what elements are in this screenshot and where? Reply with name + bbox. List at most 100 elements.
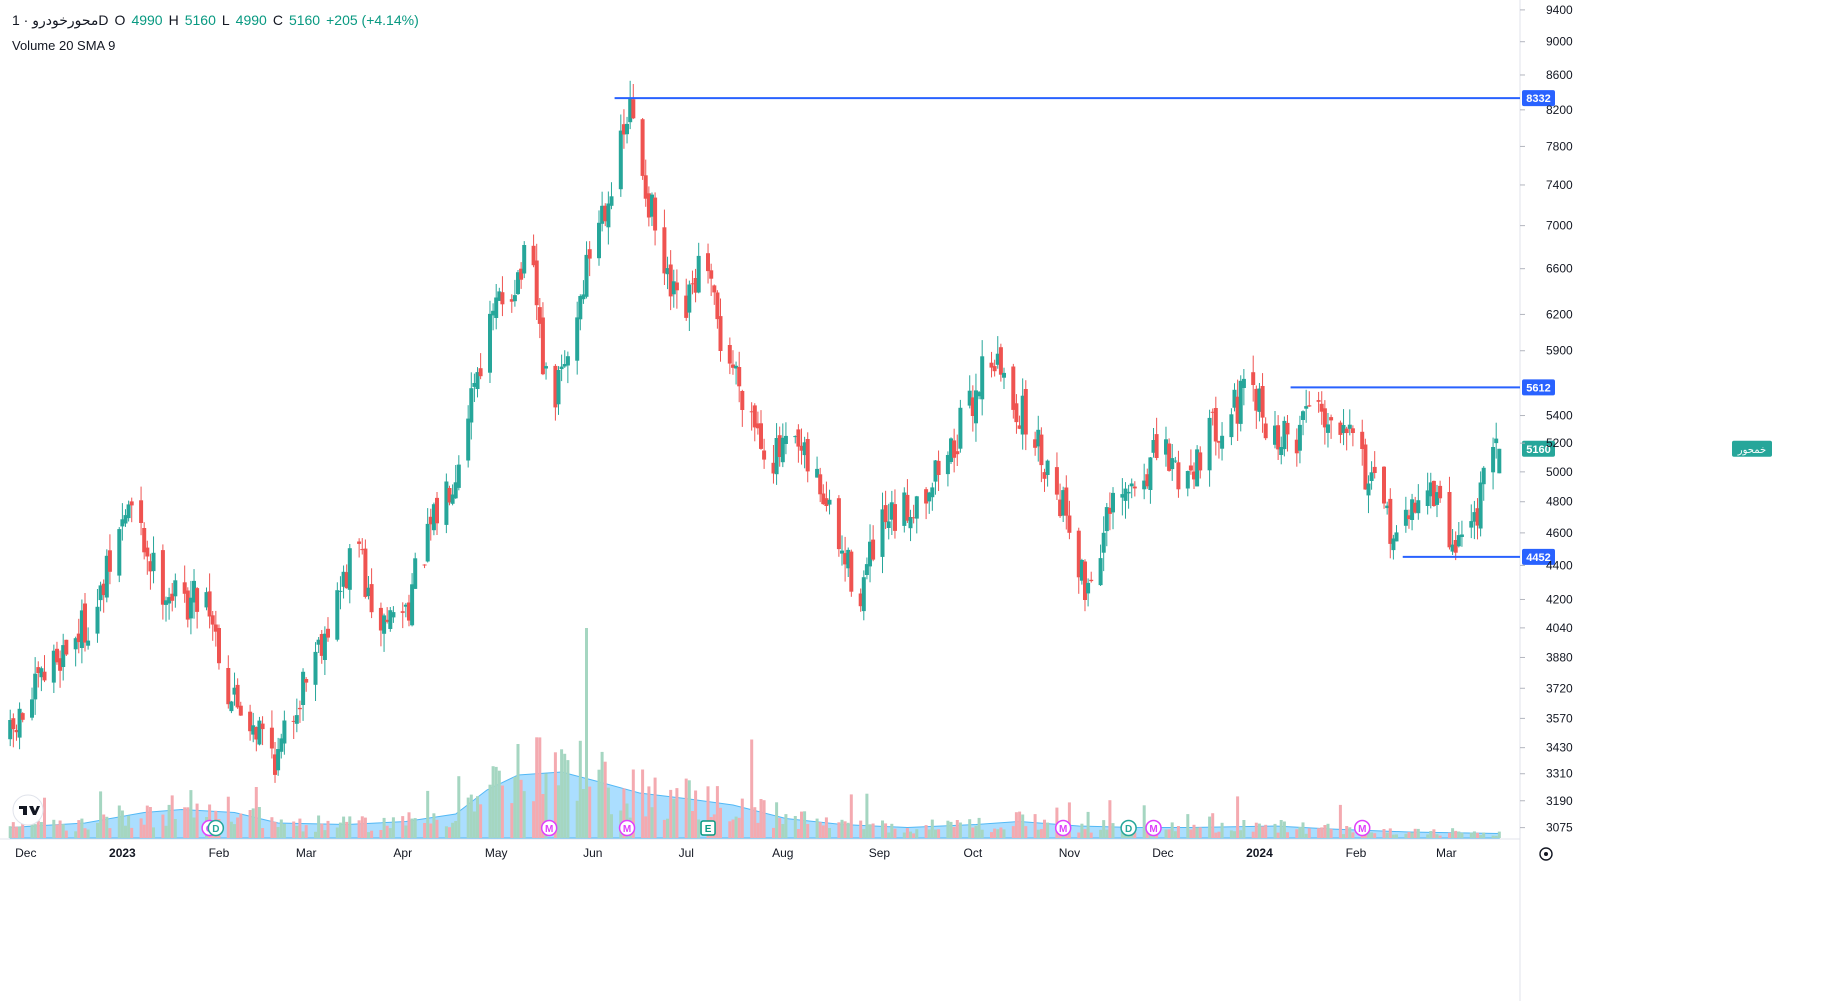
volume-bar — [818, 822, 822, 838]
volume-bar — [388, 828, 392, 838]
candle-body — [861, 577, 866, 612]
event-marker[interactable]: D — [1120, 819, 1137, 837]
event-badge — [1120, 819, 1137, 837]
volume-bar — [510, 803, 514, 838]
candle-body — [413, 558, 418, 589]
price-tick-label: 7000 — [1546, 219, 1573, 233]
candle — [238, 701, 243, 716]
candle-body — [335, 590, 340, 640]
candle — [1058, 483, 1063, 518]
candle — [1213, 396, 1218, 456]
volume-bar — [603, 761, 607, 838]
candle-body — [662, 227, 667, 274]
candle-body — [235, 684, 240, 708]
candle — [1207, 409, 1212, 487]
settings-gear-icon[interactable] — [1539, 847, 1553, 861]
candle — [363, 539, 368, 599]
volume-bar — [1186, 814, 1190, 838]
event-marker[interactable]: E — [700, 820, 716, 836]
candle-body — [1301, 411, 1305, 420]
candle — [628, 80, 633, 130]
event-letter: D — [212, 824, 219, 835]
volume-bar — [161, 814, 165, 838]
event-marker[interactable]: M — [618, 819, 636, 837]
time-tick-label: Feb — [209, 846, 230, 860]
candle — [160, 544, 165, 620]
time-axis[interactable]: Dec 2023 Feb Mar Apr May Jun Jul Aug Sep Oct Nov Dec… — [15, 846, 1553, 861]
volume-bar — [357, 820, 361, 838]
candle — [512, 279, 517, 307]
volume-bar — [544, 773, 548, 838]
price-tick-label: 4600 — [1546, 526, 1573, 540]
event-marker[interactable]: D — [207, 819, 225, 837]
low-value: 4990 — [235, 12, 267, 28]
candle-body — [453, 482, 458, 499]
candle-body — [1235, 396, 1240, 424]
candle — [1307, 391, 1312, 407]
candle-body — [1129, 483, 1134, 487]
event-marker[interactable]: M — [1054, 819, 1072, 837]
candle — [304, 677, 309, 692]
candle — [207, 573, 212, 629]
candle — [347, 544, 352, 604]
candle — [606, 191, 611, 245]
volume-bar — [1105, 829, 1109, 838]
volume-bar — [1043, 819, 1046, 838]
grid — [0, 0, 1521, 1001]
candle-body — [326, 628, 330, 638]
candle — [1145, 468, 1150, 489]
candle-body — [407, 602, 411, 621]
candle-body — [450, 494, 455, 504]
candle — [780, 423, 785, 468]
candle — [1338, 420, 1343, 444]
candle-body — [709, 270, 714, 279]
candle-body — [238, 705, 243, 716]
volume-bar — [488, 784, 492, 838]
symbol-label[interactable]: محورخودرو · 1D — [12, 11, 109, 28]
level-price-label: 4452 — [1526, 552, 1550, 564]
volume-bar — [33, 824, 37, 838]
candle-body — [322, 633, 327, 660]
volume-bar — [1039, 829, 1043, 838]
candle — [843, 536, 848, 582]
volume-bar — [1479, 835, 1483, 838]
candle — [14, 724, 19, 741]
volume-bar — [1024, 826, 1028, 838]
candle — [500, 276, 505, 317]
volume-bar — [955, 820, 959, 838]
candle — [391, 606, 396, 623]
candle — [235, 678, 240, 709]
candle-body — [967, 390, 972, 406]
candle-body — [213, 624, 218, 632]
volume-bar — [1133, 832, 1137, 838]
candle-body — [889, 502, 894, 520]
candle — [1064, 475, 1069, 530]
volume-bar — [694, 790, 698, 838]
candle — [1372, 451, 1377, 479]
volume-bar — [345, 821, 349, 838]
level-lines[interactable]: 8332 5612 4452 خمحور 5160 — [614, 90, 1772, 565]
event-marker[interactable]: M — [1145, 819, 1162, 837]
volume-bar — [884, 823, 888, 838]
candle — [762, 438, 767, 469]
price-axis[interactable]: 3075 3190 3310 3430 3570 3720 3880 4040 4200 4400… — [1520, 3, 1573, 835]
event-markers[interactable]: ODMMEMDMM — [12, 794, 1371, 837]
volume-bar — [687, 780, 691, 838]
volume-bar — [385, 825, 389, 838]
candle — [254, 726, 259, 752]
candle — [799, 428, 804, 465]
event-marker[interactable]: M — [540, 819, 558, 837]
volume-bar — [641, 769, 645, 838]
candle — [17, 702, 22, 750]
candle — [709, 263, 714, 296]
volume-bar — [1108, 800, 1112, 838]
event-marker[interactable]: M — [1353, 819, 1371, 837]
tradingview-logo-icon[interactable] — [12, 794, 44, 826]
volume-bar — [666, 818, 669, 838]
volume-indicator-label[interactable]: Volume 20 SMA 9 — [12, 37, 116, 53]
candle-body — [444, 481, 449, 525]
candle — [889, 490, 894, 535]
candle — [173, 573, 178, 608]
